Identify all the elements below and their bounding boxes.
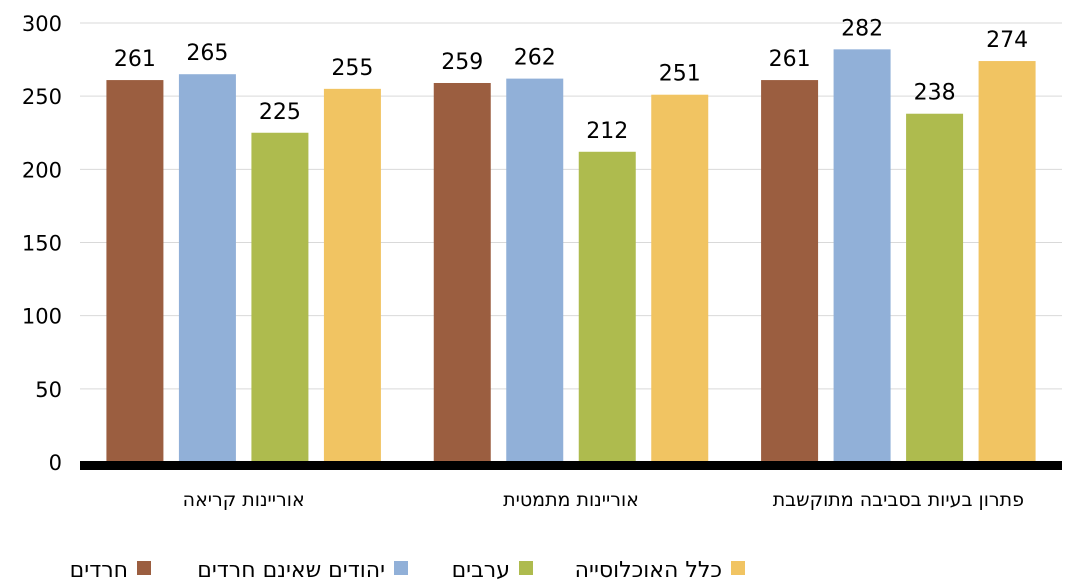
y-tick-label: 0 [49,451,62,475]
bar [433,82,491,462]
data-label: 259 [441,50,483,75]
bar [251,132,309,462]
value-labels: 261 265 225 255 259 262 212 251 261 282 238 274 [114,16,1028,143]
data-label: 261 [769,47,811,72]
y-tick-label: 50 [35,378,62,402]
y-tick-label: 200 [22,158,62,182]
category-label: אוריינות קריאה [183,489,305,511]
legend-label: חרדים [70,558,128,581]
legend-swatch [731,561,745,575]
legend-label: כלל האוכלוסייה [575,558,722,581]
legend-label: יהודים שאינם חרדים [197,558,385,581]
data-label: 225 [259,100,301,125]
y-tick-label: 100 [22,305,62,329]
y-tick-label: 300 [22,12,62,36]
bar [578,151,636,463]
gridlines [80,22,1062,390]
data-label: 274 [986,28,1028,53]
data-label: 238 [914,81,956,106]
data-label: 261 [114,47,156,72]
bar [178,74,236,462]
legend: חרדים יהודים שאינם חרדים ערבים כלל האוכלוסי… [70,558,745,581]
bar [906,113,964,462]
legend-swatch [137,561,151,575]
y-tick-label: 250 [22,85,62,109]
y-axis-ticks: 0 50 100 150 200 250 300 [22,12,62,475]
category-labels: אוריינות קריאה אוריינות מתמטית פתרון בעיות… [183,489,1024,511]
data-label: 265 [186,41,228,66]
bar [978,61,1036,463]
bar [761,80,819,462]
x-axis-line [80,461,1062,470]
legend-swatch [519,561,533,575]
bars [106,49,1036,463]
bar [833,49,891,463]
category-label: אוריינות מתמטית [503,489,639,511]
bar [106,80,164,462]
y-tick-label: 150 [22,232,62,256]
bar [323,88,381,462]
bar [506,78,564,463]
legend-label: ערבים [452,558,510,581]
legend-swatch [394,561,408,575]
data-label: 282 [841,16,883,41]
data-label: 255 [331,56,373,81]
data-label: 212 [586,119,628,144]
category-label: פתרון בעיות בסביבה מתוקשבת [773,489,1024,511]
data-label: 251 [659,62,701,87]
bar [651,94,709,462]
data-label: 262 [514,46,556,71]
